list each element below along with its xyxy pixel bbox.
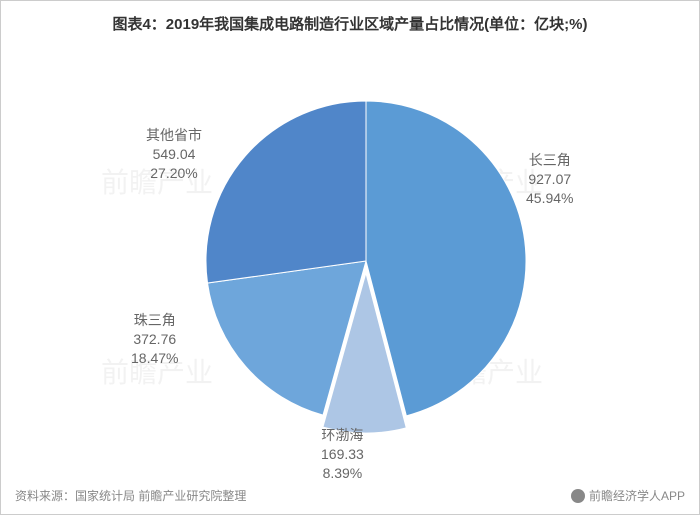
pie-chart: 长三角927.0745.94%环渤海169.338.39%珠三角372.7618… [1, 51, 700, 471]
slice-label-2: 珠三角372.7618.47% [131, 311, 178, 368]
footer-source: 资料来源：国家统计局 前瞻产业研究院整理 [15, 487, 246, 504]
slice-label-1: 环渤海169.338.39% [321, 426, 364, 483]
slice-label-0: 长三角927.0745.94% [526, 151, 573, 208]
chart-title: 图表4：2019年我国集成电路制造行业区域产量占比情况(单位：亿块;%) [1, 13, 699, 34]
footer-brand: 前瞻经济学人APP [571, 487, 685, 504]
brand-icon [571, 489, 585, 503]
pie-slice-3 [206, 101, 366, 283]
footer-brand-text: 前瞻经济学人APP [589, 487, 685, 504]
chart-container: 图表4：2019年我国集成电路制造行业区域产量占比情况(单位：亿块;%) 前瞻产… [0, 0, 700, 515]
slice-label-3: 其他省市549.0427.20% [146, 126, 202, 183]
pie-svg [1, 51, 700, 471]
footer: 资料来源：国家统计局 前瞻产业研究院整理 前瞻经济学人APP [15, 487, 685, 504]
